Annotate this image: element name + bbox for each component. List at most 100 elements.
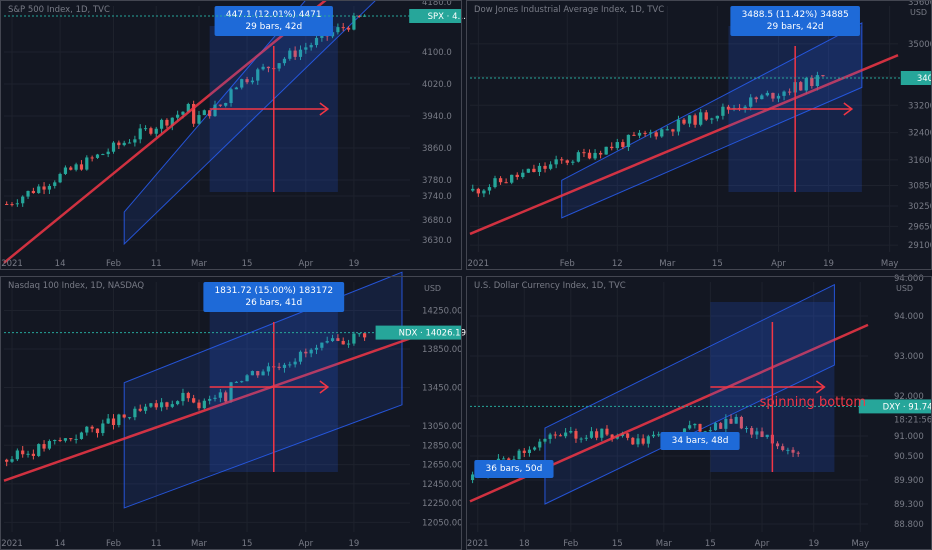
xtick-label: 19 bbox=[348, 539, 359, 549]
xtick-label: Mar bbox=[659, 259, 676, 269]
candle-body bbox=[138, 408, 142, 411]
grid-lines bbox=[470, 282, 868, 532]
candle-body bbox=[636, 438, 640, 445]
candle-body bbox=[63, 167, 68, 174]
candle-body bbox=[143, 128, 148, 130]
candle-body bbox=[304, 351, 308, 354]
candle-body bbox=[186, 392, 190, 399]
candle-body bbox=[482, 190, 486, 194]
ytick-label: 29100.0 bbox=[908, 241, 932, 251]
candle-body bbox=[208, 110, 212, 117]
candle-body bbox=[21, 450, 25, 455]
xtick-label: Mar bbox=[656, 539, 673, 549]
candle-body bbox=[117, 142, 121, 146]
candle-body bbox=[471, 474, 475, 480]
candle-body bbox=[192, 398, 196, 403]
chart-title: Nasdaq 100 Index, 1D, NASDAQ bbox=[8, 281, 144, 291]
candle-body bbox=[754, 97, 758, 100]
xtick-label: 15 bbox=[612, 539, 623, 549]
candle-body bbox=[90, 157, 94, 159]
candle-body bbox=[101, 423, 105, 434]
ytick-label: 3630.0 bbox=[422, 236, 452, 246]
ytick-label: 3940.0 bbox=[422, 112, 452, 122]
candle-body bbox=[713, 423, 718, 431]
measure-label-a-bg bbox=[474, 460, 554, 478]
candle-body bbox=[330, 338, 335, 342]
candle-body bbox=[325, 341, 329, 343]
candle-body bbox=[791, 449, 795, 453]
price-tag: SPX · 4… bbox=[428, 12, 466, 22]
candle-body bbox=[558, 435, 563, 437]
candle-body bbox=[631, 437, 635, 445]
candle-body bbox=[682, 119, 686, 124]
candle-body bbox=[234, 87, 238, 90]
candle-body bbox=[641, 438, 645, 444]
candle-body bbox=[101, 154, 105, 156]
chart-panel-dxy: 36 bars, 50d 34 bars, 48d 94.000 93.000 92.0… bbox=[466, 274, 932, 550]
ytick-label: 91.000 bbox=[894, 432, 924, 442]
candle-body bbox=[821, 75, 825, 77]
trend-line bbox=[3, 337, 411, 482]
measure-label-line-1: 3488.5 (11.42%) 34885 bbox=[742, 10, 849, 20]
candle-body bbox=[504, 182, 508, 184]
xtick-label: 18 bbox=[519, 539, 530, 549]
candle-body bbox=[309, 45, 313, 48]
candle-body bbox=[646, 436, 650, 444]
candle-body bbox=[615, 142, 619, 149]
candle-body bbox=[47, 441, 52, 449]
xtick-label: May bbox=[881, 259, 899, 269]
candle-body bbox=[632, 134, 636, 136]
candle-body bbox=[224, 103, 228, 106]
xtick-label: 14 bbox=[55, 259, 66, 269]
candle-body bbox=[471, 188, 475, 191]
ytick-label: 3680.0 bbox=[422, 216, 452, 226]
xtick-label: 15 bbox=[242, 539, 253, 549]
ytick-label: 93.000 bbox=[894, 352, 924, 362]
candle-body bbox=[786, 449, 790, 451]
candles bbox=[5, 331, 367, 467]
xtick-label: 19 bbox=[348, 259, 359, 269]
candle-body bbox=[149, 128, 153, 134]
candle-body bbox=[569, 431, 573, 433]
candle-body bbox=[53, 440, 57, 442]
candle-body bbox=[165, 119, 169, 126]
xtick-label: 11 bbox=[151, 539, 162, 549]
candle-body bbox=[42, 444, 46, 449]
candle-body bbox=[357, 333, 361, 335]
xtick-label: Mar bbox=[191, 259, 208, 269]
candle-body bbox=[743, 106, 747, 109]
candle-body bbox=[654, 132, 658, 137]
candle-body bbox=[293, 361, 297, 365]
price-axis: 14250.00 13850.00 13450.00 13050.00 12850.00… bbox=[422, 284, 463, 528]
candle-body bbox=[744, 428, 749, 430]
price-tag-time: 18:21:56 bbox=[894, 415, 932, 425]
measure-label-b-bg bbox=[660, 432, 740, 450]
candle-body bbox=[660, 129, 664, 137]
candle-body bbox=[352, 15, 356, 30]
candle-body bbox=[487, 187, 492, 191]
candle-body bbox=[665, 129, 669, 131]
candle-body bbox=[574, 431, 578, 439]
ytick-label: 30250.0 bbox=[908, 202, 932, 212]
candle-body bbox=[729, 418, 733, 424]
ytick-label: 13850.00 bbox=[422, 345, 463, 355]
candle-body bbox=[693, 423, 697, 426]
ytick-label: 30850.0 bbox=[908, 181, 932, 191]
xtick-label: Mar bbox=[191, 539, 208, 549]
ytick-label: 4020.0 bbox=[422, 80, 452, 90]
candle-body bbox=[127, 142, 132, 144]
candle-body bbox=[810, 77, 814, 86]
price-tag-bg bbox=[409, 9, 462, 23]
price-tag: 34036.0 bbox=[917, 74, 932, 84]
candle-body bbox=[564, 432, 568, 437]
candles bbox=[5, 12, 367, 207]
candle-body bbox=[565, 160, 569, 163]
ytick-label: 3860.0 bbox=[422, 144, 452, 154]
candle-body bbox=[106, 418, 110, 424]
candle-body bbox=[698, 423, 702, 432]
candle-body bbox=[765, 434, 769, 437]
time-axis: 2021 Feb 12 Mar 15 Apr 19 May bbox=[468, 259, 899, 269]
unit-label: USD bbox=[424, 284, 441, 293]
price-tag: DXY · 91.742 bbox=[883, 402, 932, 412]
candle-body bbox=[74, 438, 78, 440]
